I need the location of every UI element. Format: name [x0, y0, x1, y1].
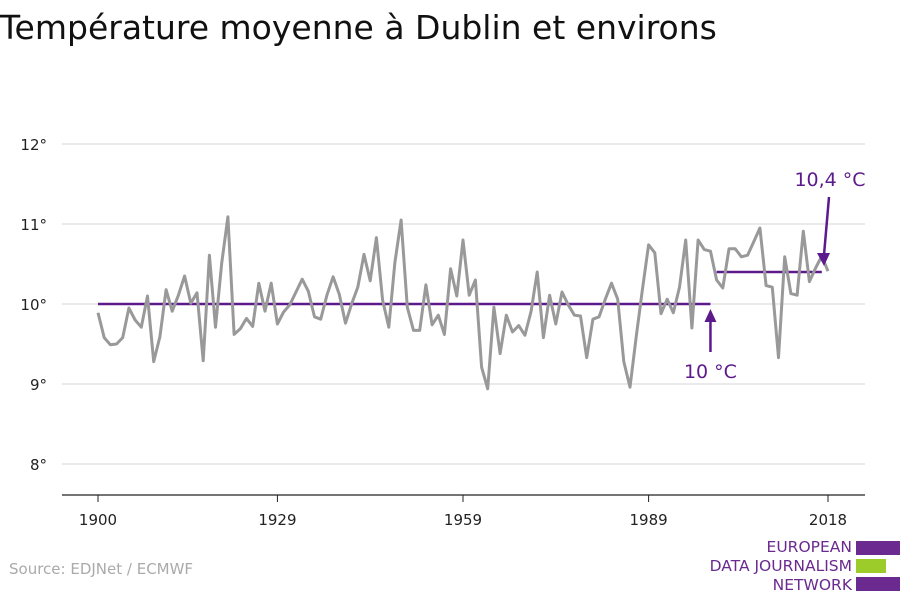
y-tick-label: 8° — [30, 456, 47, 474]
x-tick-label: 1959 — [444, 511, 482, 529]
logo-line-3: NETWORK — [772, 576, 852, 594]
logo-line-1: EUROPEAN — [766, 538, 852, 556]
y-tick-label: 10° — [20, 296, 47, 314]
y-tick-label: 9° — [30, 376, 47, 394]
x-tick-label: 1989 — [629, 511, 667, 529]
x-tick-label: 1900 — [79, 511, 117, 529]
edjnet-logo: EUROPEAN DATA JOURNALISM NETWORK — [700, 538, 900, 596]
mean-label-recent: 10,4 °C — [794, 169, 865, 191]
mean-label-20th-century: 10 °C — [684, 361, 737, 383]
logo-bar-green — [856, 559, 886, 573]
arrowhead-icon — [817, 253, 830, 266]
arrowhead-icon — [704, 309, 717, 322]
logo-bar-purple-2 — [856, 577, 900, 591]
source-note: Source: EDJNet / ECMWF — [9, 560, 194, 578]
arrow-10-4c — [822, 196, 831, 256]
x-tick-label: 2018 — [809, 511, 847, 529]
logo-bar-purple — [856, 541, 900, 555]
y-tick-label: 11° — [20, 216, 47, 234]
chart-title: Température moyenne à Dublin et environs — [0, 8, 717, 47]
logo-line-2: DATA JOURNALISM — [709, 557, 852, 575]
y-tick-label: 12° — [20, 136, 47, 154]
temperature-series-line — [96, 215, 830, 391]
x-tick-label: 1929 — [258, 511, 296, 529]
